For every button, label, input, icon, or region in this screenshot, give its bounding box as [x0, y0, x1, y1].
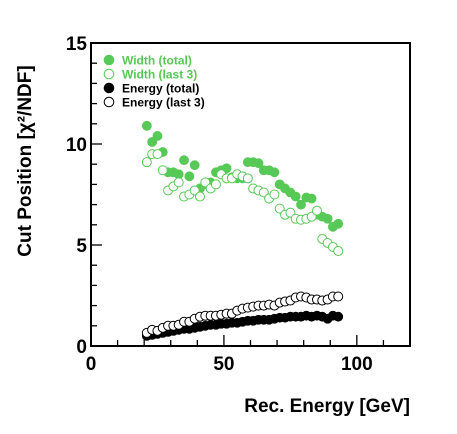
legend-item-energy-total: Energy (total) — [103, 82, 199, 96]
data-point — [333, 291, 344, 302]
data-point — [269, 167, 280, 178]
legend-label: Energy (total) — [122, 82, 199, 96]
y-axis-ticks: 0 5 10 15 — [66, 34, 102, 358]
data-point — [184, 171, 195, 182]
data-point — [141, 120, 152, 131]
y-tick-label: 0 — [76, 337, 87, 358]
x-axis-title: Rec. Energy [GeV] — [244, 396, 410, 417]
legend-item-width-total: Width (total) — [103, 54, 192, 68]
data-point — [152, 149, 163, 160]
legend-label: Energy (last 3) — [122, 96, 205, 110]
data-series — [141, 120, 344, 341]
data-point — [179, 155, 189, 166]
data-point — [333, 246, 344, 257]
data-point — [141, 157, 152, 168]
legend-marker — [103, 68, 115, 80]
data-point — [242, 173, 253, 184]
data-point — [296, 199, 306, 210]
data-point — [333, 218, 344, 229]
y-tick-label: 15 — [66, 34, 88, 55]
data-point — [311, 205, 322, 216]
legend-marker — [103, 82, 115, 94]
data-point — [322, 213, 333, 224]
data-point — [157, 165, 168, 176]
data-point — [253, 158, 264, 169]
data-point — [290, 191, 301, 202]
data-point — [173, 177, 184, 188]
legend-marker — [103, 54, 115, 66]
data-point — [194, 191, 205, 202]
data-point — [269, 189, 280, 200]
data-point — [189, 160, 200, 171]
series-width-last-3 — [141, 149, 344, 257]
x-tick-label: 100 — [341, 354, 373, 375]
legend-item-energy-last-3: Energy (last 3) — [103, 96, 205, 110]
series-energy-last-3 — [141, 291, 344, 338]
x-tick-label: 50 — [213, 354, 234, 375]
data-point — [210, 179, 221, 190]
data-point — [152, 131, 163, 141]
y-tick-label: 5 — [76, 236, 87, 257]
x-axis-ticks: 0 50 100 — [86, 335, 411, 375]
x-tick-label: 0 — [86, 354, 97, 375]
legend-label: Width (last 3) — [122, 68, 197, 82]
y-tick-label: 10 — [66, 135, 87, 156]
legend-marker — [103, 96, 115, 108]
y-axis-title: Cut Position [χ²/NDF] — [15, 65, 36, 256]
data-point — [306, 193, 317, 204]
legend-item-width-last-3: Width (last 3) — [103, 68, 197, 82]
data-point — [333, 311, 344, 322]
legend: Width (total)Width (last 3)Energy (total… — [103, 54, 205, 110]
legend-label: Width (total) — [122, 54, 192, 68]
